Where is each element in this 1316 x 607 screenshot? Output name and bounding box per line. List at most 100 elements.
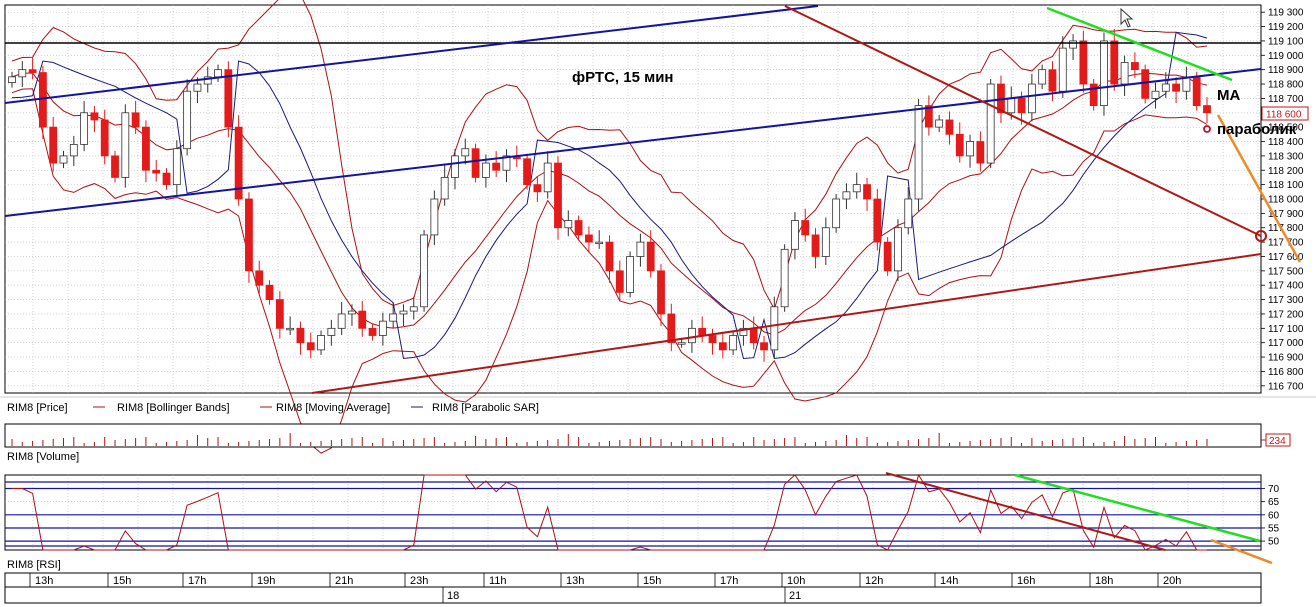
- forecast-arrow: [1216, 114, 1302, 263]
- hour-label: 17h: [720, 575, 738, 587]
- candle-body: [420, 234, 428, 308]
- hour-label: 11h: [489, 575, 507, 587]
- y-tick-label: 119 200: [1268, 22, 1304, 33]
- candle-body: [49, 126, 58, 164]
- candle-body: [883, 241, 892, 272]
- candle-body: [111, 155, 119, 178]
- candle-body: [481, 162, 490, 178]
- candle-body: [1172, 83, 1180, 92]
- y-tick-label: 117 600: [1268, 252, 1304, 263]
- candle-body: [543, 162, 552, 193]
- candle-body: [1007, 98, 1016, 114]
- candle-body: [749, 327, 758, 344]
- hour-label: 21h: [335, 575, 353, 587]
- candle-body: [564, 220, 573, 229]
- candle-body: [265, 284, 274, 300]
- channel-upper-blue: [4, 5, 819, 104]
- rsi-tick-label: 50: [1268, 537, 1280, 548]
- candle-body: [801, 220, 810, 236]
- candle-body: [90, 112, 99, 121]
- candle-body: [317, 335, 325, 351]
- candle-body: [873, 198, 882, 243]
- rsi-tick-label: 55: [1268, 523, 1280, 534]
- candle-body: [28, 69, 37, 73]
- candle-body: [471, 148, 480, 178]
- candle-body: [378, 320, 387, 336]
- candle-body: [348, 310, 356, 315]
- candle-body: [440, 177, 449, 200]
- day-label: 21: [789, 590, 801, 602]
- candle-body: [646, 241, 655, 272]
- candlesticks: [8, 28, 1211, 362]
- candle-body: [1151, 90, 1160, 99]
- candle-body: [203, 76, 212, 85]
- candle-body: [255, 270, 264, 286]
- parabolic-marker: [1203, 125, 1211, 133]
- candle-body: [451, 155, 459, 178]
- candle-body: [657, 270, 665, 315]
- last-price-marker: 118 600: [1261, 106, 1309, 121]
- candle-body: [142, 126, 150, 171]
- candle-body: [59, 155, 68, 164]
- y-tick-label: 117 900: [1268, 209, 1304, 220]
- price-legend: RIM8 [Price] RIM8 [Bollinger Bands] RIM8…: [0, 396, 1316, 414]
- legend-parabolic-sar: RIM8 [Parabolic SAR]: [432, 402, 539, 414]
- candle-body: [100, 119, 109, 157]
- parabolic-annotation: параболик: [1217, 121, 1297, 138]
- candle-body: [791, 220, 799, 250]
- candle-body: [492, 162, 501, 171]
- candle-body: [729, 335, 738, 351]
- y-tick-label: 117 400: [1268, 281, 1304, 292]
- candle-body: [358, 310, 367, 329]
- downtrend-red-line: [784, 5, 1262, 237]
- price-panel: 119 300 119 200 119 100 119 000 118 900 118 8…: [4, 0, 1309, 454]
- candle-body: [399, 310, 408, 315]
- candle-body: [409, 306, 418, 312]
- trend-end-marker: [1255, 230, 1267, 242]
- candle-body: [955, 133, 964, 157]
- moving-average: [11, 72, 1208, 336]
- candle-body: [1130, 62, 1139, 71]
- candle-body: [183, 90, 192, 150]
- rsi-line: [12, 473, 1207, 551]
- candle-body: [780, 248, 789, 308]
- candle-body: [966, 141, 974, 157]
- rsi-green-trend: [1014, 473, 1261, 543]
- volume-value: 234: [1269, 436, 1286, 447]
- hour-label: 19h: [257, 575, 275, 587]
- candle-body: [863, 184, 871, 200]
- y-tick-label: 118 100: [1268, 180, 1304, 191]
- support-red-line: [311, 253, 1262, 394]
- candle-body: [1141, 69, 1150, 99]
- candle-body: [430, 198, 439, 236]
- candle-body: [1048, 69, 1057, 92]
- candle-body: [1192, 76, 1201, 106]
- day-label: 18: [447, 590, 459, 602]
- candle-body: [523, 158, 531, 186]
- candle-body: [306, 342, 315, 351]
- price-y-axis: 119 300 119 200 119 100 119 000 118 900 118 8…: [1261, 8, 1304, 392]
- candle-body: [667, 313, 676, 344]
- candle-body: [172, 148, 181, 186]
- candle-body: [605, 241, 614, 272]
- candle-body: [1017, 98, 1026, 114]
- candle-body: [39, 72, 47, 128]
- y-tick-label: 116 800: [1268, 367, 1304, 378]
- candle-body: [986, 83, 995, 164]
- candle-body: [368, 327, 377, 336]
- candle-body: [739, 327, 748, 336]
- hour-label: 18h: [1095, 575, 1113, 587]
- rsi-tick-label: 70: [1268, 484, 1280, 495]
- candle-body: [718, 342, 727, 351]
- candle-body: [688, 327, 696, 344]
- candle-body: [234, 126, 243, 200]
- candle-body: [18, 69, 27, 78]
- candle-body: [152, 169, 161, 174]
- cursor-icon: [1120, 7, 1134, 28]
- y-tick-label: 119 100: [1268, 36, 1304, 47]
- y-tick-label: 117 700: [1268, 238, 1304, 249]
- legend-moving-average: RIM8 [Moving Average]: [276, 402, 390, 414]
- time-labels: 13h 15h 17h 19h 21h 23h 11h 13h 15h 17h 10h 12h 14h 1…: [29, 573, 1181, 603]
- y-tick-label: 118 400: [1268, 137, 1304, 148]
- candle-body: [1110, 40, 1119, 85]
